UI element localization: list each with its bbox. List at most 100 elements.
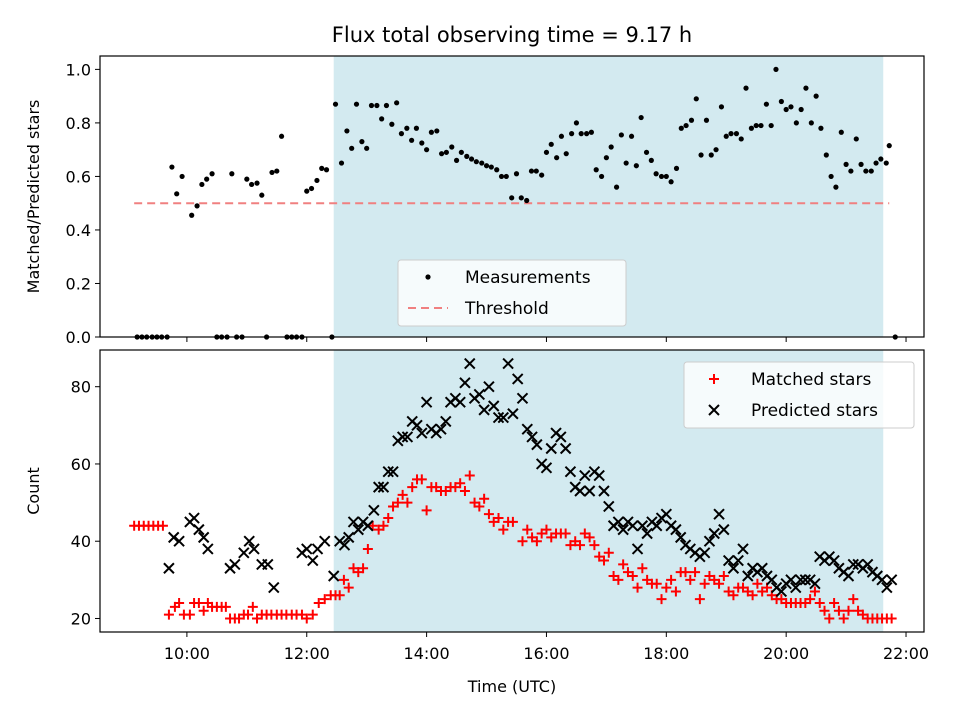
y-tick-label: 0.4 bbox=[66, 221, 91, 240]
data-point bbox=[188, 512, 200, 524]
data-point bbox=[243, 609, 254, 620]
legend-marker bbox=[708, 404, 720, 416]
y-tick-label: 0.0 bbox=[66, 328, 91, 347]
data-point bbox=[699, 578, 710, 589]
data-point bbox=[756, 562, 768, 574]
data-point bbox=[238, 547, 250, 559]
x-tick-label: 22:00 bbox=[883, 644, 929, 663]
data-point bbox=[502, 357, 514, 370]
data-point bbox=[407, 482, 418, 493]
data-point bbox=[402, 497, 413, 508]
data-point bbox=[517, 536, 528, 547]
data-point bbox=[428, 129, 434, 135]
data-point bbox=[560, 528, 571, 539]
data-point bbox=[881, 581, 893, 594]
data-point bbox=[541, 524, 552, 535]
data-point bbox=[254, 180, 260, 186]
data-point bbox=[708, 527, 720, 540]
data-point bbox=[332, 101, 339, 107]
data-point bbox=[409, 137, 415, 143]
data-point bbox=[528, 168, 535, 174]
data-point bbox=[803, 85, 809, 91]
data-point bbox=[398, 131, 405, 137]
data-point bbox=[668, 179, 674, 185]
data-point bbox=[474, 501, 485, 512]
data-point bbox=[179, 173, 185, 180]
data-point bbox=[533, 168, 539, 174]
data-point bbox=[853, 136, 859, 142]
data-point bbox=[589, 540, 600, 551]
data-point bbox=[244, 176, 250, 182]
data-point bbox=[718, 523, 730, 536]
data-point bbox=[883, 160, 889, 166]
legend-marker bbox=[425, 274, 431, 280]
series-measurements bbox=[134, 66, 898, 340]
data-point bbox=[464, 470, 475, 481]
data-point bbox=[531, 438, 543, 451]
data-point bbox=[680, 567, 691, 578]
x-axis-label: Time (UTC) bbox=[467, 677, 556, 696]
data-point bbox=[575, 540, 586, 551]
data-point bbox=[174, 191, 180, 197]
data-point bbox=[492, 411, 505, 424]
data-point bbox=[637, 563, 648, 574]
data-point bbox=[758, 122, 764, 129]
legend-label: Matched stars bbox=[751, 370, 871, 390]
data-point bbox=[464, 153, 470, 159]
data-point bbox=[641, 527, 653, 540]
data-point bbox=[434, 128, 440, 134]
data-point bbox=[163, 562, 175, 574]
y-tick-label: 20 bbox=[71, 609, 91, 628]
data-point bbox=[319, 535, 331, 547]
data-point bbox=[863, 168, 869, 174]
data-point bbox=[752, 578, 763, 589]
data-point bbox=[698, 547, 711, 559]
data-point bbox=[753, 122, 759, 129]
data-point bbox=[569, 131, 575, 137]
data-point bbox=[809, 578, 821, 590]
data-point bbox=[723, 133, 729, 139]
data-point bbox=[509, 195, 515, 201]
data-point bbox=[342, 531, 355, 544]
data-point bbox=[833, 605, 844, 616]
data-point bbox=[688, 117, 695, 123]
data-point bbox=[651, 520, 663, 532]
data-point bbox=[578, 131, 584, 137]
data-point bbox=[464, 357, 476, 370]
data-point bbox=[583, 485, 596, 497]
data-point bbox=[343, 582, 354, 593]
data-point bbox=[526, 431, 538, 443]
data-point bbox=[516, 392, 529, 404]
data-point bbox=[421, 505, 432, 516]
data-point bbox=[364, 145, 370, 151]
data-point bbox=[522, 524, 533, 535]
data-point bbox=[747, 590, 758, 601]
legend-label: Threshold bbox=[464, 299, 549, 319]
data-point bbox=[498, 524, 509, 535]
series-matched-stars bbox=[129, 470, 897, 624]
data-point bbox=[588, 129, 595, 135]
data-point bbox=[199, 181, 205, 188]
data-point bbox=[828, 173, 834, 180]
data-point bbox=[359, 139, 365, 145]
data-point bbox=[163, 609, 174, 620]
data-point bbox=[493, 513, 504, 524]
data-point bbox=[204, 176, 210, 182]
data-point bbox=[194, 203, 200, 209]
data-point bbox=[718, 104, 725, 110]
data-point bbox=[374, 102, 380, 109]
legend-marker bbox=[709, 374, 719, 384]
data-point bbox=[653, 171, 659, 177]
data-point bbox=[531, 536, 542, 547]
data-point bbox=[818, 125, 824, 131]
data-point bbox=[459, 486, 470, 496]
data-point bbox=[563, 151, 569, 157]
data-point bbox=[397, 489, 408, 500]
ratio-panel: 0.0 0.2 0.4 0.6 0.8 1.0 Matched/Predicted star… bbox=[24, 55, 925, 347]
data-point bbox=[378, 520, 389, 531]
data-point bbox=[790, 581, 802, 594]
data-point bbox=[548, 141, 554, 147]
data-point bbox=[829, 598, 840, 609]
legend: Measurements Threshold bbox=[397, 259, 627, 327]
data-point bbox=[193, 523, 205, 536]
